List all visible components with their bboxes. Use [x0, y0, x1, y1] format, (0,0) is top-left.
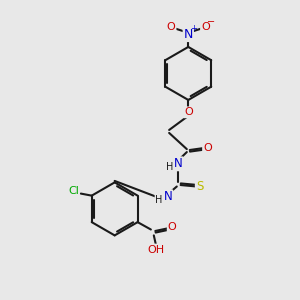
Text: N: N: [164, 190, 172, 203]
Text: H: H: [155, 195, 163, 205]
Text: OH: OH: [148, 244, 165, 254]
Text: +: +: [190, 25, 197, 34]
Text: O: O: [203, 142, 212, 153]
Text: −: −: [207, 17, 215, 27]
Text: S: S: [196, 180, 203, 193]
Text: O: O: [168, 222, 176, 232]
Text: O: O: [201, 22, 210, 32]
Text: H: H: [166, 162, 174, 172]
Text: Cl: Cl: [68, 186, 79, 196]
Text: O: O: [167, 22, 176, 32]
Text: N: N: [174, 157, 183, 170]
Text: O: O: [184, 107, 193, 117]
Text: N: N: [184, 28, 193, 41]
